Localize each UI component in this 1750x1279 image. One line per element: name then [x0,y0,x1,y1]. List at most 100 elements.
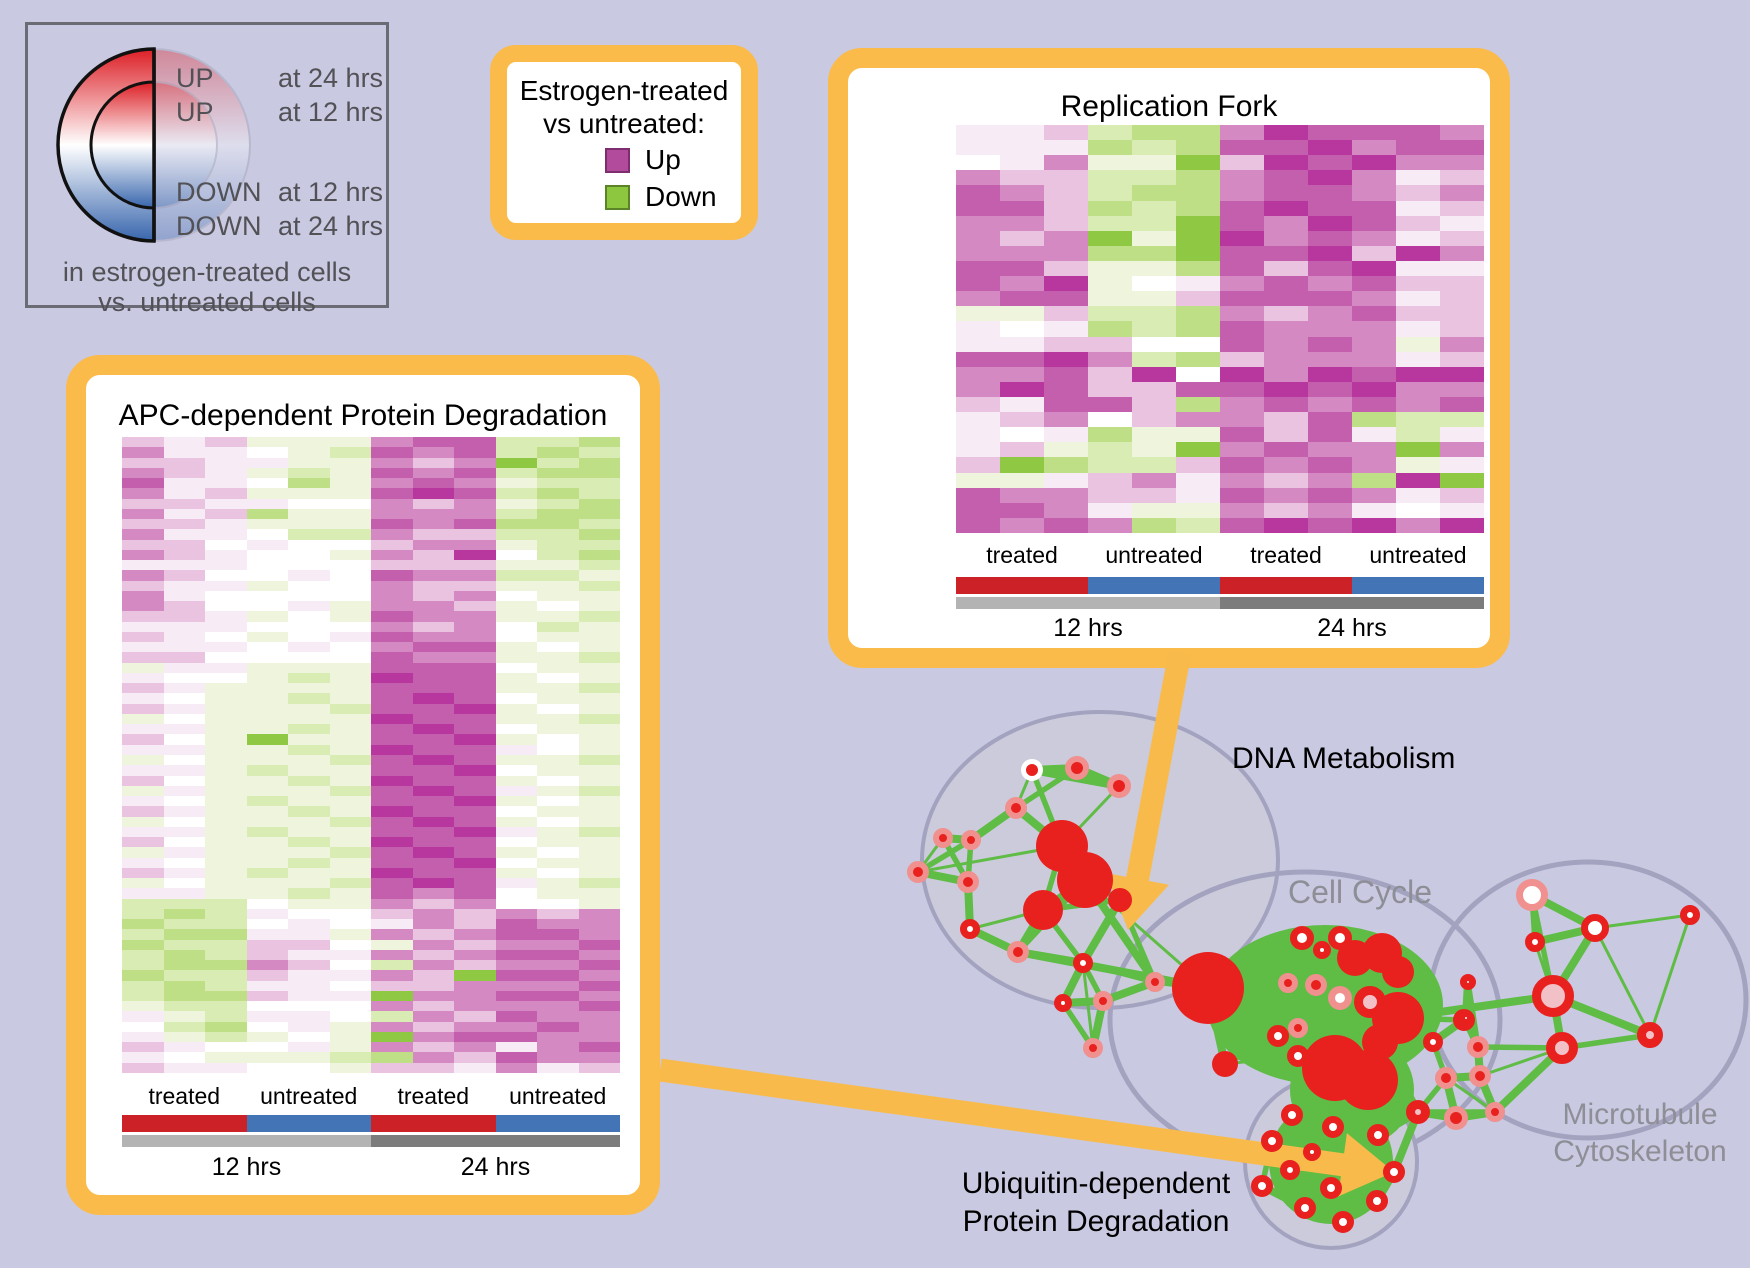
heatmap-cell [454,478,496,489]
heatmap-cell [454,775,496,786]
heatmap-cell [956,170,1000,186]
heatmap-cell [1044,170,1088,186]
heatmap-cell [1264,291,1308,307]
heatmap-cell [288,478,330,489]
heatmap-cell [578,1021,620,1032]
network-edge [1397,1016,1434,1044]
heatmap-cell [578,457,620,468]
heatmap-cell [1264,336,1308,352]
heatmap-cell [495,713,537,725]
heatmap-cell [956,291,1000,307]
heatmap-cell [122,560,164,571]
heatmap-cell [578,467,620,479]
heatmap-cell [495,498,537,509]
heatmap-cell [495,754,537,766]
heatmap-cell [329,1011,371,1022]
heatmap-cell [246,1011,288,1022]
heatmap-cell [122,785,164,797]
cluster-ellipse-dna-metabolism [920,710,1280,1010]
heatmap-cell [495,539,537,550]
heatmap-cell [578,693,620,704]
network-node-rw [1328,926,1352,950]
heatmap-cell [412,939,454,950]
heatmap-cell [163,1031,205,1043]
heatmap-cell [163,754,205,766]
heatmap-cell [537,1042,579,1053]
heatmap-cell [163,1021,205,1032]
heatmap-cell [1264,321,1308,337]
heatmap-cell [412,478,454,489]
network-edge [1432,1016,1467,1044]
heatmap-cell [371,990,413,1002]
heatmap-cell [329,754,371,766]
heatmap-cell [371,919,413,930]
heatmap-cell [163,816,205,827]
heatmap-cell [1308,457,1352,473]
heatmap-cell [163,847,205,858]
heatmap-cell [371,867,413,879]
heatmap-cell [1352,487,1396,503]
heatmap-cell [122,529,164,540]
heatmap-cell [329,1031,371,1043]
heatmap-cell [163,826,205,838]
heatmap-cell [1396,230,1440,246]
heatmap-cell [122,960,164,971]
heatmap-cell [412,621,454,632]
apc-time-bar [122,1135,620,1147]
heatmap-cell [578,1001,620,1012]
heatmap-cell [246,754,288,766]
network-node-pr [1469,1065,1491,1087]
heatmap-cell [371,888,413,899]
heatmap-cell [1220,230,1264,246]
heatmap-cell [956,472,1000,488]
heatmap-cell [454,498,496,509]
heatmap-cell [1044,336,1088,352]
heatmap-cell [454,1001,496,1012]
network-edge [1430,1016,1467,1046]
heatmap-cell [1176,472,1220,488]
heatmap-cell [537,549,579,561]
heatmap-cell [1308,351,1352,367]
network-edge [968,925,1020,956]
heatmap-cell [412,847,454,858]
heatmap-cell [246,447,288,458]
heatmap-cell [163,539,205,550]
network-edge [1366,1079,1380,1136]
heatmap-cell [246,611,288,622]
heatmap-cell [329,437,371,448]
heatmap-cell [371,857,413,868]
heatmap-cell [1440,336,1484,352]
heatmap-cell [1308,442,1352,458]
heatmap-cell [163,744,205,755]
rf-time-bar [956,597,1484,609]
heatmap-cell [1352,215,1396,231]
heatmap-cell [495,796,537,807]
heatmap-cell [412,1062,454,1073]
heatmap-cell [163,929,205,940]
heatmap-cell [205,672,247,684]
heatmap-cell [412,580,454,591]
network-edge [1529,894,1538,943]
heatmap-cell [1220,306,1264,322]
network-node-solid [1057,852,1113,908]
heatmap-cell [412,683,454,694]
heatmap-cell [454,508,496,520]
network-edge [1368,998,1400,1022]
heatmap-cell [495,611,537,622]
heatmap-cell [1176,457,1220,473]
heatmap-cell [329,1052,371,1063]
heatmap-cell [537,867,579,879]
heatmap-cell [371,631,413,643]
heatmap-cell [1176,427,1220,443]
heatmap-cell [122,570,164,581]
heatmap-cell [205,580,247,591]
network-node-rw [1332,1211,1354,1233]
heatmap-cell [288,908,330,920]
heatmap-cell [1132,381,1176,397]
network-edge [1285,937,1305,984]
heatmap-cell [1044,472,1088,488]
heatmap-cell [288,744,330,755]
network-node-pr [1007,941,1029,963]
heatmap-cell [412,888,454,899]
heatmap-cell [1000,291,1044,307]
